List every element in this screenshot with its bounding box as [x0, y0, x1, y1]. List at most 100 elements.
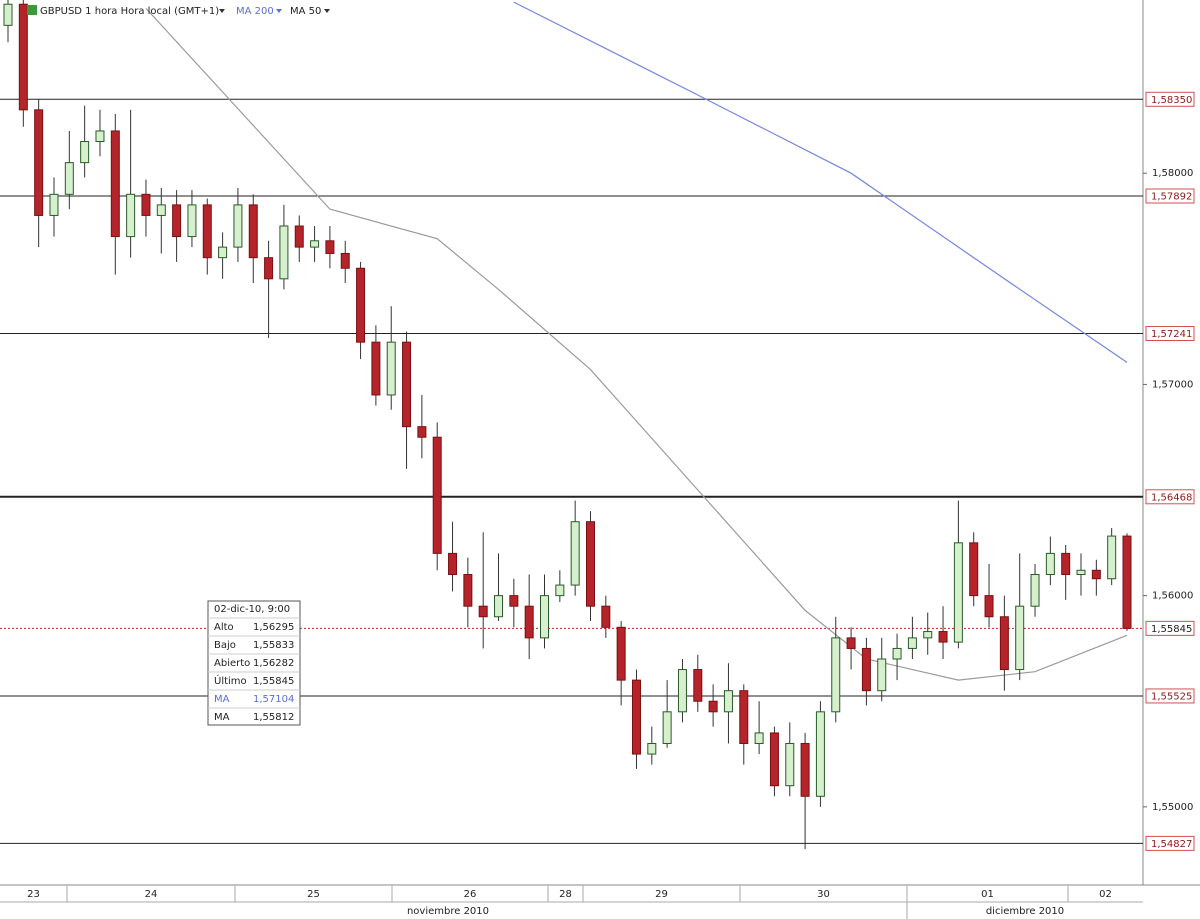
- day-label: 29: [655, 889, 668, 900]
- candle-body: [815, 711, 825, 797]
- candle-body: [585, 521, 595, 607]
- candle-body: [570, 521, 580, 586]
- candle-body: [877, 658, 887, 692]
- candle-body: [555, 584, 565, 597]
- candle-body: [156, 204, 166, 216]
- candle-body: [907, 637, 917, 649]
- candle-body: [141, 193, 151, 216]
- candle-body: [1045, 552, 1055, 576]
- ma-line: [513, 1, 1128, 363]
- candle-body: [325, 240, 335, 254]
- level-label-box: [1145, 835, 1195, 851]
- candle-body: [754, 732, 764, 744]
- candle-body: [417, 426, 427, 438]
- candle-body: [34, 109, 44, 216]
- candle-body: [95, 130, 105, 143]
- dropdown-arrow[interactable]: [324, 9, 330, 13]
- level-label: 1,57241: [1151, 329, 1192, 340]
- candle-body: [846, 637, 856, 649]
- level-label-box: [1145, 489, 1195, 505]
- legend-ma50[interactable]: MA 50: [290, 6, 321, 17]
- tooltip-label: Abierto: [214, 658, 250, 669]
- day-label: 02: [1099, 889, 1112, 900]
- candle-body: [999, 616, 1009, 671]
- candle-body: [248, 204, 258, 259]
- candle-body: [126, 193, 136, 238]
- candle-body: [294, 225, 304, 248]
- tooltip-box: [207, 600, 301, 726]
- candle-body: [938, 631, 948, 643]
- candle-body: [616, 626, 626, 681]
- candle-body: [800, 742, 810, 797]
- current-price-label: 1,55845: [1151, 624, 1192, 635]
- candle-body: [110, 130, 120, 238]
- candle-body: [386, 341, 396, 396]
- y-tick-label: 1,57000: [1152, 379, 1193, 390]
- candle-body: [969, 542, 979, 597]
- level-label-box: [1145, 188, 1195, 204]
- candle-body: [432, 436, 442, 554]
- candle-body: [524, 605, 534, 639]
- candle-body: [340, 252, 350, 269]
- candle-body: [1061, 552, 1071, 576]
- month-label: diciembre 2010: [986, 906, 1064, 917]
- candle-body: [494, 595, 504, 618]
- tooltip-value: 1,55845: [253, 676, 294, 687]
- candle-body: [172, 204, 182, 238]
- candle-body: [861, 647, 871, 692]
- day-label: 28: [559, 889, 572, 900]
- candle-body: [631, 679, 641, 755]
- candle-body: [923, 631, 933, 639]
- tooltip-label: MA: [214, 712, 230, 723]
- candle-body: [1107, 535, 1117, 580]
- candle-body: [831, 637, 841, 713]
- candle-body: [509, 595, 519, 607]
- y-tick-label: 1,56000: [1152, 591, 1193, 602]
- candle-body: [202, 204, 212, 259]
- level-label-box: [1145, 91, 1195, 107]
- level-label-box: [1145, 326, 1195, 342]
- legend-ma200[interactable]: MA 200: [236, 6, 274, 17]
- candle-body: [769, 732, 779, 787]
- level-label-box: [1145, 688, 1195, 704]
- candle-body: [1091, 569, 1101, 580]
- month-label: noviembre 2010: [407, 906, 489, 917]
- symbol-icon: [27, 5, 37, 15]
- candle-body: [1015, 605, 1025, 671]
- candle-body: [356, 267, 366, 343]
- y-tick-label: 1,55000: [1152, 802, 1193, 813]
- candle-body: [371, 341, 381, 396]
- chart-title[interactable]: GBPUSD 1 hora Hora local (GMT+1): [40, 6, 219, 17]
- tooltip-value: 1,56295: [253, 622, 294, 633]
- candle-body: [463, 574, 473, 607]
- candle-body: [647, 742, 657, 755]
- candle-body: [662, 711, 672, 744]
- day-label: 26: [464, 889, 477, 900]
- tooltip: 02-dic-10, 9:00 Alto 1,56295 Bajo 1,55833Abi…: [207, 600, 301, 726]
- level-label: 1,55525: [1151, 691, 1192, 702]
- candle-body: [18, 3, 28, 111]
- candle-body: [677, 669, 687, 713]
- level-label: 1,57892: [1151, 192, 1192, 203]
- candle-body: [402, 341, 412, 428]
- candle-body: [892, 647, 902, 660]
- tooltip-value: 1,55833: [253, 640, 294, 651]
- candle-body: [218, 246, 228, 259]
- day-label: 30: [817, 889, 830, 900]
- tooltip-label: Último: [214, 674, 247, 687]
- dropdown-arrow[interactable]: [219, 9, 225, 13]
- tooltip-label: Bajo: [214, 640, 236, 651]
- candle-body: [233, 204, 243, 248]
- candle-body: [540, 595, 550, 639]
- candle-body: [723, 690, 733, 713]
- candle-body: [708, 700, 718, 713]
- plot: [0, 0, 1143, 850]
- level-label: 1,54827: [1151, 839, 1192, 850]
- dropdown-arrow[interactable]: [276, 9, 282, 13]
- candle-body: [785, 742, 795, 787]
- day-label: 23: [27, 889, 40, 900]
- candle-body: [739, 690, 749, 744]
- current-price-box: [1145, 620, 1195, 636]
